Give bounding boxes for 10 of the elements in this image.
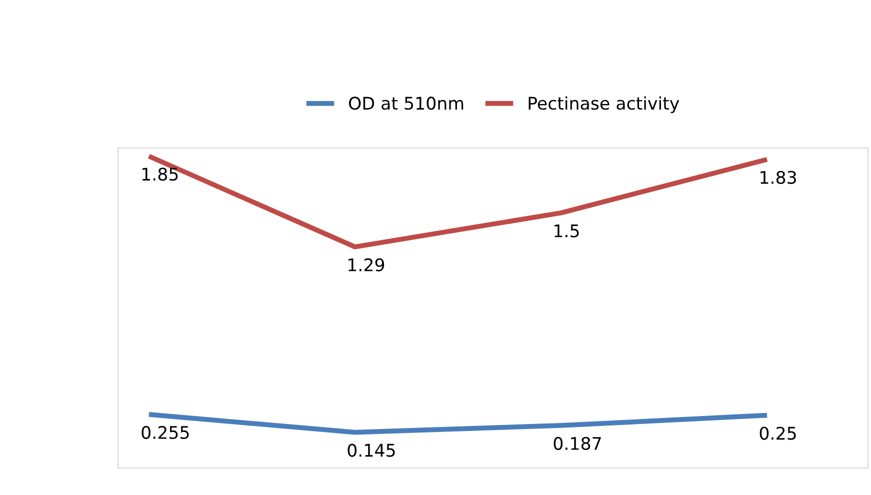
data-label: 1.85 (142, 168, 178, 181)
data-label: 1.83 (760, 170, 796, 184)
data-label: 1.29 (348, 258, 384, 272)
legend-label: Pectinase activity (528, 96, 680, 114)
data-label: 1.5 (554, 224, 579, 238)
data-label: 0.145 (348, 444, 395, 457)
legend-label: OD at 510nm (348, 96, 464, 110)
data-label: 0.25 (760, 426, 796, 440)
data-label: 0.187 (554, 436, 601, 450)
data-label: 0.255 (142, 426, 189, 440)
